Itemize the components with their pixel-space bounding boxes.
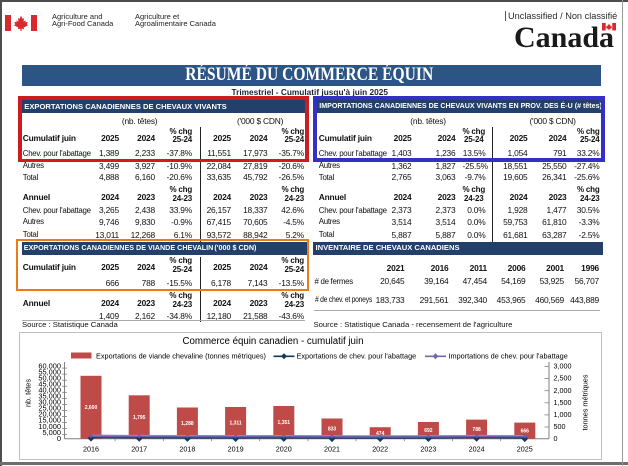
svg-text:0: 0 [57, 433, 61, 442]
svg-text:1,288: 1,288 [181, 420, 194, 426]
svg-text:0: 0 [554, 434, 558, 443]
svg-text:2024: 2024 [469, 444, 485, 453]
svg-text:3,000: 3,000 [554, 361, 572, 370]
svg-text:2,000: 2,000 [554, 385, 572, 394]
svg-text:1,351: 1,351 [278, 420, 291, 426]
svg-text:45,000: 45,000 [38, 379, 61, 388]
svg-text:833: 833 [328, 426, 337, 432]
svg-text:2017: 2017 [131, 444, 147, 453]
svg-text:30,000: 30,000 [38, 397, 61, 406]
svg-text:1,795: 1,795 [133, 414, 146, 420]
svg-text:15,000: 15,000 [38, 415, 61, 424]
svg-text:35,000: 35,000 [38, 391, 61, 400]
svg-text:2,600: 2,600 [85, 405, 98, 411]
svg-text:Exportations de chev. pour l'a: Exportations de chev. pour l'abattage [297, 351, 417, 360]
svg-text:20,000: 20,000 [38, 409, 61, 418]
svg-text:40,000: 40,000 [38, 385, 61, 394]
svg-text:tonnes métriques: tonnes métriques [581, 374, 590, 430]
svg-text:1,000: 1,000 [554, 410, 572, 419]
svg-text:nb. têtes: nb. têtes [24, 378, 33, 406]
svg-text:692: 692 [424, 428, 433, 434]
svg-text:2021: 2021 [324, 444, 340, 453]
svg-text:2019: 2019 [228, 444, 244, 453]
svg-text:2022: 2022 [372, 444, 388, 453]
svg-text:Exportations de viande chevali: Exportations de viande chevaline (tonnes… [96, 351, 266, 360]
svg-text:Commerce équin canadien - cumu: Commerce équin canadien - cumulatif juin [183, 336, 364, 347]
svg-text:1,500: 1,500 [554, 397, 572, 406]
svg-text:55,000: 55,000 [38, 367, 61, 376]
svg-text:2,500: 2,500 [554, 373, 572, 382]
svg-text:60,000: 60,000 [38, 361, 61, 370]
svg-text:500: 500 [554, 422, 566, 431]
svg-text:474: 474 [376, 430, 385, 436]
svg-text:666: 666 [521, 428, 530, 434]
svg-text:1,311: 1,311 [229, 420, 241, 426]
svg-text:788: 788 [472, 427, 481, 433]
svg-text:2016: 2016 [83, 444, 99, 453]
svg-text:25,000: 25,000 [38, 403, 61, 412]
svg-text:2020: 2020 [276, 444, 292, 453]
svg-text:10,000: 10,000 [38, 421, 61, 430]
svg-text:50,000: 50,000 [38, 373, 61, 382]
svg-text:Importations de chev. pour l'a: Importations de chev. pour l'abattage [449, 351, 568, 360]
svg-text:2018: 2018 [179, 444, 195, 453]
svg-text:5,000: 5,000 [43, 427, 62, 436]
svg-text:2023: 2023 [420, 444, 436, 453]
svg-text:2025: 2025 [517, 444, 533, 453]
